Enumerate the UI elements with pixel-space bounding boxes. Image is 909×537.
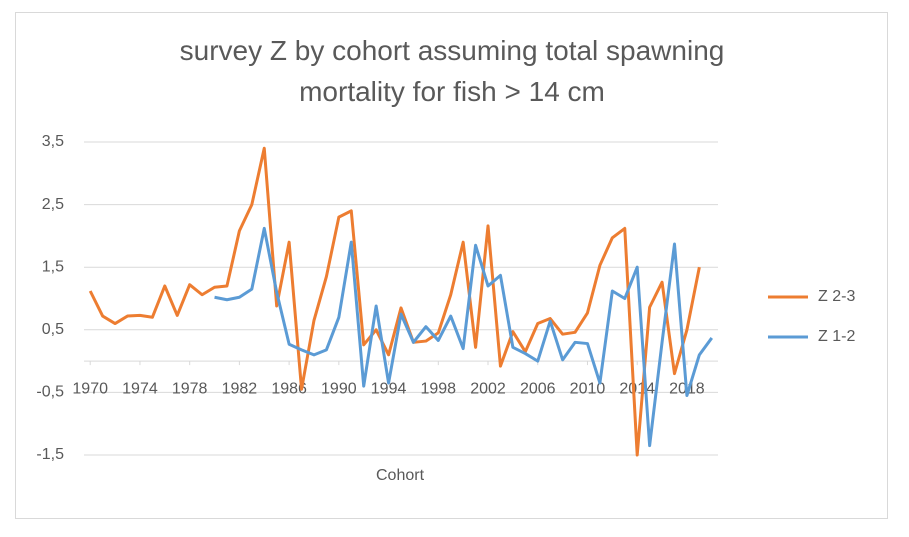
x-tick-label: 1994 xyxy=(371,380,407,397)
y-tick-label: 0,5 xyxy=(42,321,64,338)
y-tick-label: 1,5 xyxy=(42,258,64,275)
x-tick-label: 1970 xyxy=(72,380,108,397)
x-tick-label: 2002 xyxy=(470,380,506,397)
x-tick-label: 2010 xyxy=(570,380,606,397)
x-tick-label: 2006 xyxy=(520,380,556,397)
x-tick-label: 1998 xyxy=(420,380,456,397)
x-tick-label: 1978 xyxy=(172,380,208,397)
x-tick-label: 1990 xyxy=(321,380,357,397)
legend-label: Z 2-3 xyxy=(818,288,855,305)
y-tick-label: -0,5 xyxy=(36,384,64,401)
y-tick-label: 3,5 xyxy=(42,133,64,150)
y-tick-label: 2,5 xyxy=(42,196,64,213)
chart-border xyxy=(15,12,888,519)
x-axis-title: Cohort xyxy=(376,467,425,484)
x-tick-label: 1982 xyxy=(222,380,258,397)
x-tick-label: 1986 xyxy=(271,380,307,397)
x-tick-label: 1974 xyxy=(122,380,158,397)
series-line xyxy=(214,226,713,448)
y-tick-label: -1,5 xyxy=(36,446,64,463)
series-line xyxy=(88,146,701,457)
x-tick-label: 2014 xyxy=(619,380,655,397)
chart-title: survey Z by cohort assuming total spawni… xyxy=(179,35,725,107)
legend-label: Z 1-2 xyxy=(818,328,855,345)
